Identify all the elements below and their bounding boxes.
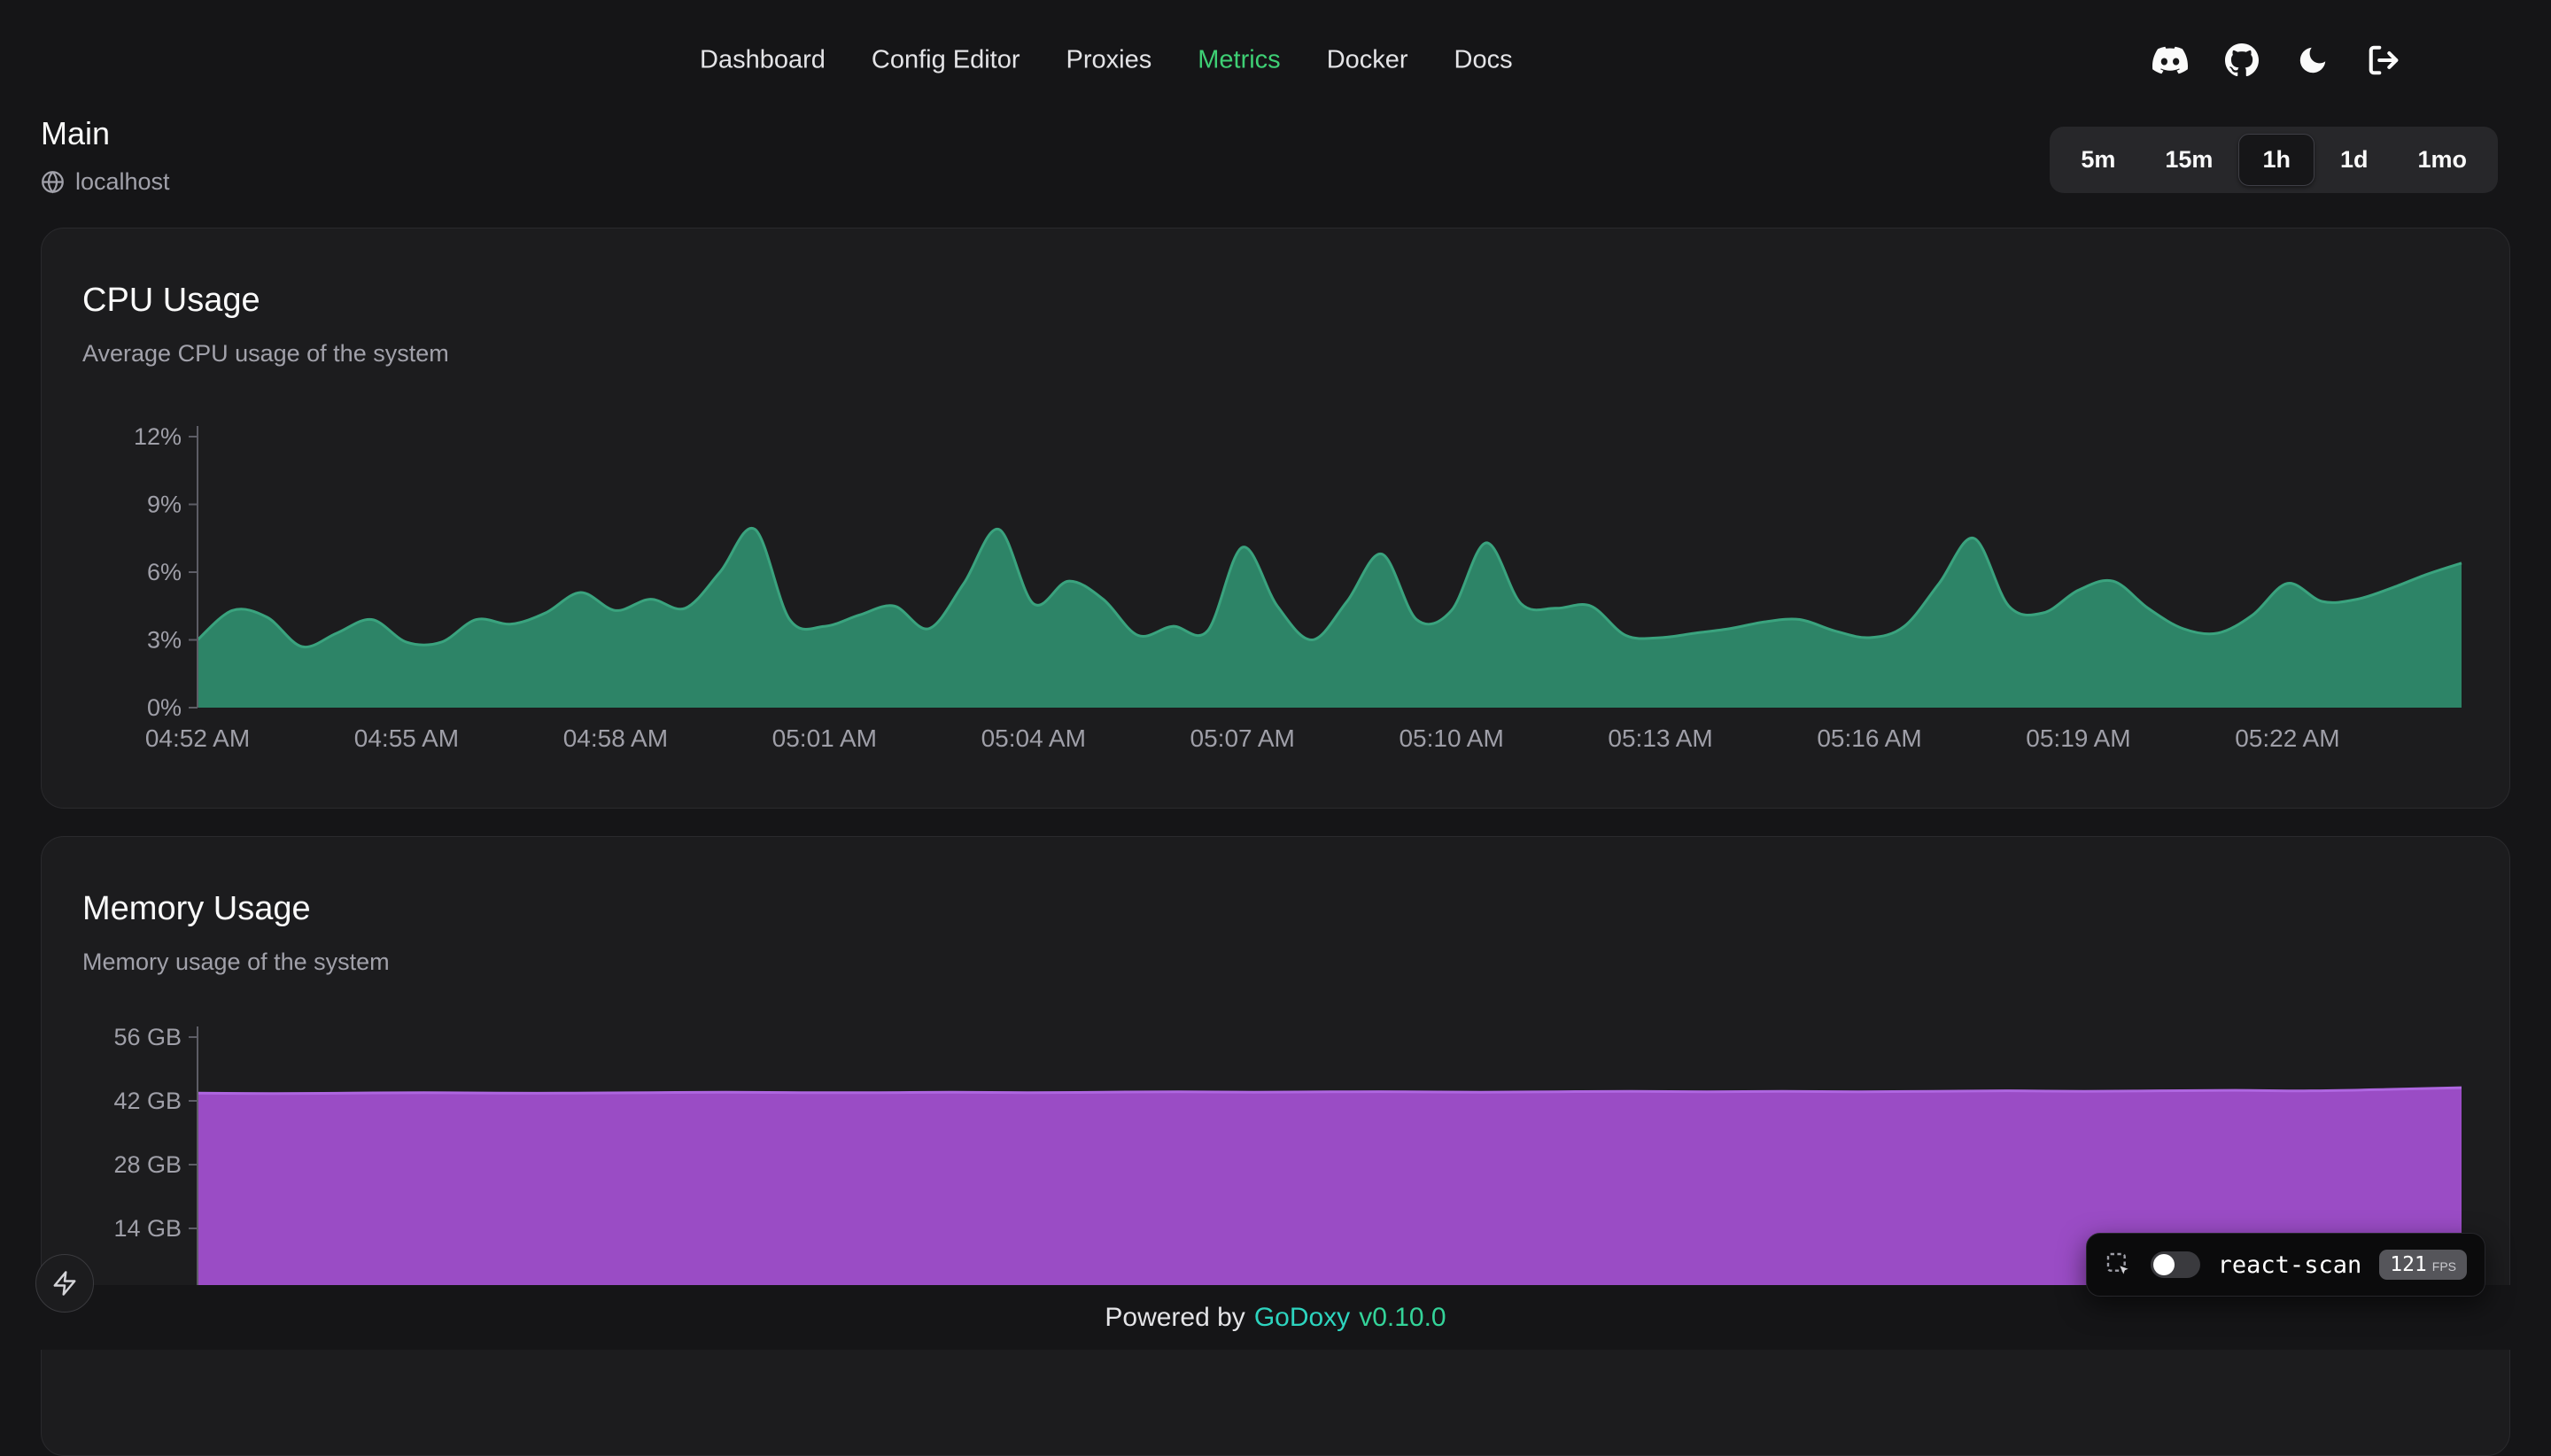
host-label: localhost bbox=[75, 168, 170, 196]
fps-unit: FPS bbox=[2432, 1259, 2456, 1274]
main-nav: Dashboard Config Editor Proxies Metrics … bbox=[700, 46, 1513, 75]
nav-docker[interactable]: Docker bbox=[1327, 46, 1408, 75]
powered-by-label: Powered by bbox=[1105, 1303, 1244, 1333]
logout-icon[interactable] bbox=[2367, 43, 2400, 77]
time-range-5m[interactable]: 5m bbox=[2057, 134, 2139, 186]
svg-text:9%: 9% bbox=[147, 492, 182, 518]
fps-badge: 121 FPS bbox=[2379, 1250, 2467, 1280]
cpu-card-subtitle: Average CPU usage of the system bbox=[82, 340, 449, 368]
memory-usage-card: Memory Usage Memory usage of the system … bbox=[41, 836, 2510, 1456]
toggle-knob bbox=[2153, 1254, 2175, 1275]
svg-text:05:16 AM: 05:16 AM bbox=[1817, 724, 1921, 752]
inspect-frame-icon[interactable] bbox=[2105, 1251, 2133, 1279]
svg-text:05:13 AM: 05:13 AM bbox=[1608, 724, 1712, 752]
time-range-1d[interactable]: 1d bbox=[2316, 134, 2392, 186]
svg-text:6%: 6% bbox=[147, 559, 182, 585]
lightning-bolt-icon bbox=[51, 1270, 78, 1297]
time-range-15m[interactable]: 15m bbox=[2141, 134, 2237, 186]
page-title: Main bbox=[41, 115, 110, 152]
nav-icon-group bbox=[2152, 43, 2400, 78]
svg-text:12%: 12% bbox=[134, 423, 182, 450]
time-range-1mo[interactable]: 1mo bbox=[2393, 134, 2491, 186]
dark-mode-moon-icon[interactable] bbox=[2296, 43, 2330, 77]
svg-text:05:01 AM: 05:01 AM bbox=[772, 724, 877, 752]
nav-metrics[interactable]: Metrics bbox=[1198, 46, 1280, 75]
svg-text:04:52 AM: 04:52 AM bbox=[145, 724, 250, 752]
fps-value: 121 bbox=[2390, 1253, 2427, 1276]
svg-text:05:07 AM: 05:07 AM bbox=[1190, 724, 1295, 752]
zap-button[interactable] bbox=[35, 1254, 94, 1313]
cpu-usage-card: CPU Usage Average CPU usage of the syste… bbox=[41, 228, 2510, 809]
cpu-card-title: CPU Usage bbox=[82, 282, 260, 320]
svg-text:05:22 AM: 05:22 AM bbox=[2235, 724, 2339, 752]
svg-text:3%: 3% bbox=[147, 627, 182, 654]
cpu-usage-chart: 0% 3% 6% 9% 12% 04:52 AM 04:55 AM 04:58 AM 05:01… bbox=[82, 406, 2469, 795]
svg-text:28 GB: 28 GB bbox=[113, 1151, 182, 1178]
nav-docs[interactable]: Docs bbox=[1454, 46, 1513, 75]
memory-card-title: Memory Usage bbox=[82, 890, 311, 928]
version-label: v0.10.0 bbox=[1359, 1303, 1446, 1333]
react-scan-label: react-scan bbox=[2218, 1251, 2362, 1279]
github-icon[interactable] bbox=[2225, 43, 2259, 77]
host-row: localhost bbox=[41, 168, 170, 196]
godoxy-link[interactable]: GoDoxy bbox=[1254, 1303, 1350, 1333]
nav-dashboard[interactable]: Dashboard bbox=[700, 46, 826, 75]
react-scan-toggle[interactable] bbox=[2151, 1251, 2200, 1278]
nav-config-editor[interactable]: Config Editor bbox=[872, 46, 1020, 75]
svg-text:04:58 AM: 04:58 AM bbox=[563, 724, 668, 752]
globe-icon bbox=[41, 170, 65, 194]
time-range-selector: 5m 15m 1h 1d 1mo bbox=[2050, 127, 2498, 193]
svg-text:05:19 AM: 05:19 AM bbox=[2026, 724, 2130, 752]
svg-text:05:04 AM: 05:04 AM bbox=[981, 724, 1086, 752]
svg-text:42 GB: 42 GB bbox=[113, 1088, 182, 1114]
nav-proxies[interactable]: Proxies bbox=[1066, 46, 1152, 75]
memory-card-subtitle: Memory usage of the system bbox=[82, 949, 390, 976]
svg-text:04:55 AM: 04:55 AM bbox=[354, 724, 459, 752]
svg-text:05:10 AM: 05:10 AM bbox=[1399, 724, 1503, 752]
svg-text:0%: 0% bbox=[147, 694, 182, 721]
time-range-1h[interactable]: 1h bbox=[2238, 134, 2315, 186]
svg-text:14 GB: 14 GB bbox=[113, 1215, 182, 1242]
react-scan-widget: react-scan 121 FPS bbox=[2086, 1233, 2485, 1297]
discord-icon[interactable] bbox=[2152, 43, 2188, 78]
svg-text:56 GB: 56 GB bbox=[113, 1024, 182, 1050]
